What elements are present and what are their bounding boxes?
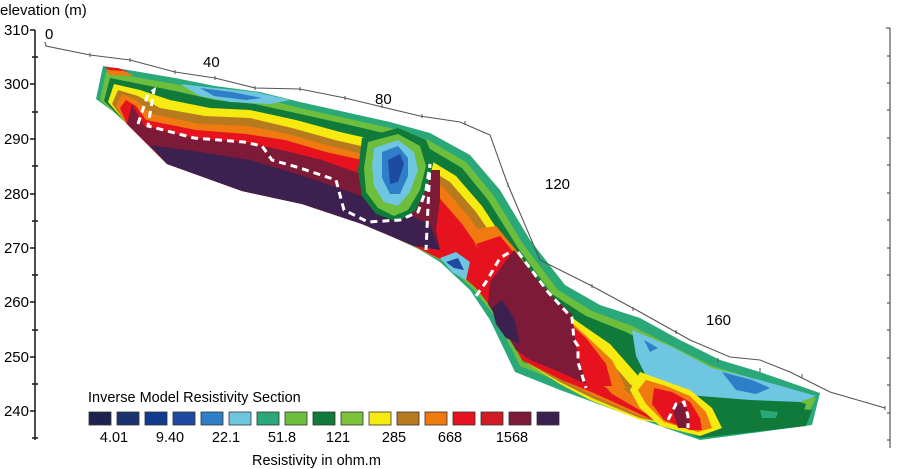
legend-swatch-1	[88, 411, 112, 426]
resistivity-section	[96, 66, 820, 440]
distance-label-40: 40	[203, 54, 220, 71]
left-axis	[30, 29, 38, 440]
colorbar-unit-label: Resistivity in ohm.m	[252, 453, 381, 469]
legend-swatch-5	[200, 411, 224, 426]
y-tick-labels: 310 300 290 280 270 260 250 240	[4, 22, 29, 420]
legend-swatch-16	[508, 411, 532, 426]
legend-value-121: 121	[326, 430, 350, 446]
legend-value-9.40: 9.40	[156, 430, 184, 446]
right-axis	[886, 27, 891, 448]
legend-swatch-11	[368, 411, 392, 426]
y-tick-290: 290	[4, 131, 29, 148]
distance-label-120: 120	[545, 176, 570, 193]
legend-swatch-14	[452, 411, 476, 426]
y-tick-250: 250	[4, 349, 29, 366]
legend-value-1568: 1568	[496, 430, 528, 446]
color-legend: Inverse Model Resistivity Section 4.01 9…	[88, 390, 560, 469]
legend-swatch-15	[480, 411, 504, 426]
high-resistivity-boundaries	[136, 86, 690, 428]
y-axis-label: elevation (m)	[0, 2, 87, 19]
distance-label-0: 0	[45, 26, 53, 43]
legend-swatches	[88, 411, 560, 426]
legend-value-22.1: 22.1	[212, 430, 240, 446]
distance-label-80: 80	[375, 91, 392, 108]
legend-swatch-13	[424, 411, 448, 426]
legend-swatch-9	[312, 411, 336, 426]
legend-swatch-8	[284, 411, 308, 426]
legend-swatch-6	[228, 411, 252, 426]
legend-value-51.8: 51.8	[268, 430, 296, 446]
topography-markers	[89, 53, 886, 410]
legend-title: Inverse Model Resistivity Section	[88, 390, 301, 406]
legend-value-285: 285	[382, 430, 406, 446]
legend-swatch-12	[396, 411, 420, 426]
y-tick-280: 280	[4, 186, 29, 203]
topography-line	[44, 41, 886, 409]
legend-swatch-17	[536, 411, 560, 426]
legend-swatch-7	[256, 411, 280, 426]
legend-value-4.01: 4.01	[100, 430, 128, 446]
distance-label-160: 160	[706, 312, 731, 329]
legend-value-668: 668	[438, 430, 462, 446]
y-tick-310: 310	[4, 22, 29, 39]
legend-swatch-4	[172, 411, 196, 426]
y-tick-300: 300	[4, 76, 29, 93]
distance-labels: 0 40 80 120 160	[45, 26, 731, 329]
y-tick-260: 260	[4, 294, 29, 311]
legend-swatch-2	[116, 411, 140, 426]
y-tick-270: 270	[4, 240, 29, 257]
legend-values: 4.01 9.40 22.1 51.8 121 285 668 1568	[100, 430, 528, 446]
legend-swatch-3	[144, 411, 168, 426]
y-tick-240: 240	[4, 403, 29, 420]
legend-swatch-10	[340, 411, 364, 426]
